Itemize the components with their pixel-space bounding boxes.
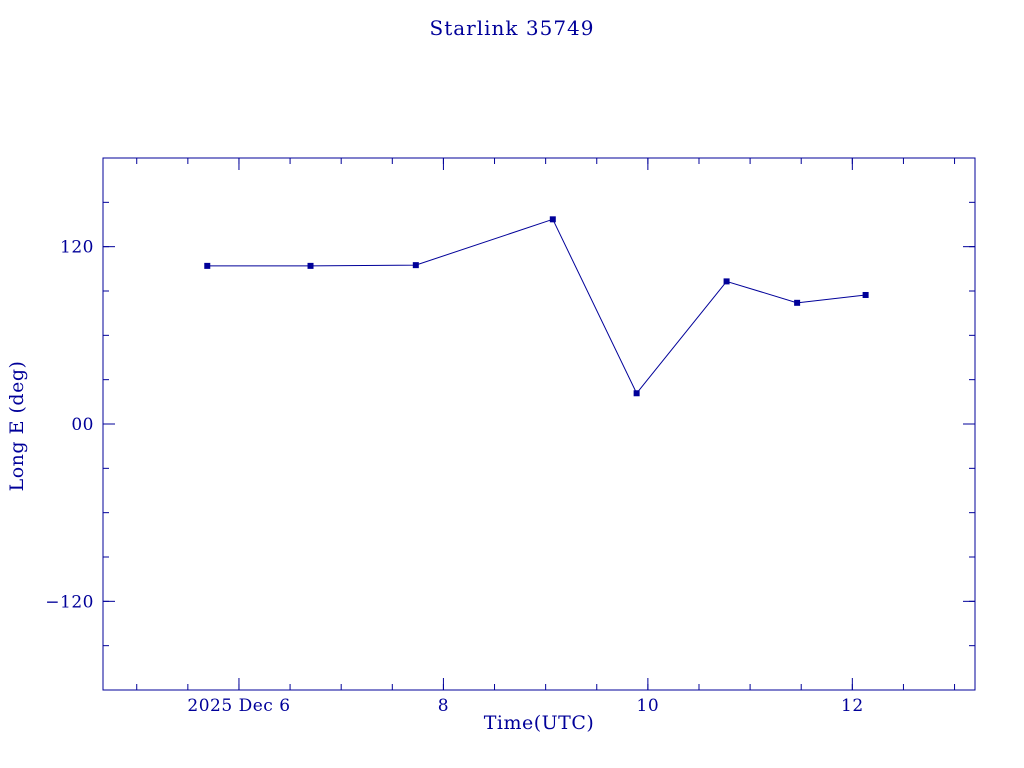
chart-title: Starlink 35749 xyxy=(429,16,595,40)
y-tick-label: −120 xyxy=(45,592,94,612)
data-point-marker xyxy=(204,262,211,269)
data-line xyxy=(207,218,866,395)
data-point-marker xyxy=(549,216,556,223)
y-tick-label: 00 xyxy=(71,415,94,435)
data-point-marker xyxy=(794,299,801,306)
data-point-marker xyxy=(862,291,869,298)
x-tick-label: 2025 Dec 6 xyxy=(187,696,290,716)
plot-frame xyxy=(102,157,976,691)
x-tick-label: 12 xyxy=(841,696,864,716)
data-point-marker xyxy=(723,278,730,285)
data-point-marker xyxy=(412,262,419,269)
data-point-marker xyxy=(307,262,314,269)
x-tick-label: 8 xyxy=(438,696,449,716)
x-tick-label: 10 xyxy=(637,696,660,716)
data-point-marker xyxy=(633,390,640,397)
x-axis-label: Time(UTC) xyxy=(483,712,595,734)
y-tick-label: 120 xyxy=(60,238,94,258)
